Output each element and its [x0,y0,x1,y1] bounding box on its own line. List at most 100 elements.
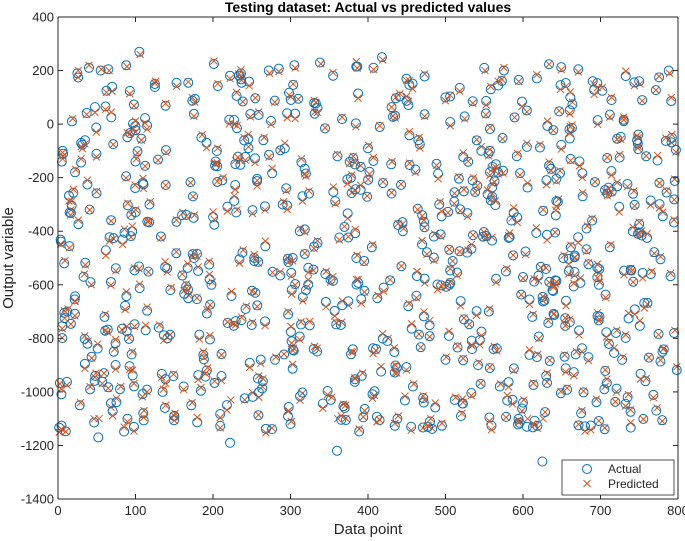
actual-point [84,204,95,215]
predicted-point [355,425,364,433]
actual-point [436,420,447,431]
predicted-point [387,188,396,197]
actual-point [431,158,442,169]
predicted-point [64,305,72,313]
predicted-point [261,237,270,246]
predicted-point [279,197,288,206]
predicted-point [595,278,604,286]
actual-point [654,72,665,83]
predicted-point [508,399,517,408]
actual-point [550,227,561,238]
predicted-point [267,120,275,129]
actual-point [483,148,494,159]
y-tick-label: -1400 [21,492,54,507]
actual-point [415,342,426,353]
predicted-point [169,370,178,379]
actual-point [215,420,226,431]
predicted-point [283,205,292,214]
predicted-point [391,361,400,370]
predicted-point [210,57,218,65]
predicted-point [442,353,451,361]
predicted-point [455,87,464,95]
actual-point [100,325,111,336]
actual-point [490,159,501,170]
predicted-point [322,267,331,276]
predicted-point [459,354,468,363]
predicted-point [551,228,560,237]
predicted-point [240,395,249,404]
predicted-point [231,156,240,165]
actual-point [124,361,135,372]
predicted-point [590,90,598,99]
actual-point [224,70,235,81]
predicted-point [131,205,140,214]
predicted-point [101,251,110,260]
actual-point [359,255,370,266]
predicted-point [613,135,621,144]
predicted-point [183,259,192,268]
actual-point [142,305,153,316]
predicted-point [486,363,494,371]
actual-point [171,248,182,259]
actual-point [534,142,545,153]
actual-point [658,344,669,355]
predicted-point [578,173,587,182]
actual-point [649,247,660,258]
actual-point [250,93,261,104]
actual-point [628,188,639,199]
y-tick-label: 0 [47,117,54,132]
actual-point [445,277,456,288]
predicted-point [463,212,472,221]
actual-point [335,319,346,330]
predicted-point [605,113,614,122]
actual-point [587,215,598,226]
actual-point [581,223,592,234]
chart-title: Testing dataset: Actual vs predicted val… [225,0,512,15]
actual-point [130,207,141,218]
actual-point [160,145,171,156]
predicted-point [485,417,494,425]
predicted-point [87,354,96,362]
predicted-point [671,326,679,335]
actual-point [59,313,70,324]
predicted-point [475,340,484,349]
predicted-point [184,78,193,86]
predicted-point [144,268,153,276]
predicted-point [284,307,293,316]
predicted-point [122,288,131,296]
actual-point [133,261,144,272]
actual-point [378,178,389,189]
predicted-point [363,192,371,200]
actual-point [65,208,76,219]
predicted-point [248,209,257,218]
predicted-point [352,275,361,284]
actual-point [454,246,465,257]
predicted-point [529,420,537,428]
actual-point [634,219,645,230]
predicted-point [408,84,417,93]
predicted-point [288,360,297,369]
actual-point [106,215,117,226]
predicted-point [407,320,416,328]
actual-point [657,415,668,426]
y-axis-ticks: -1400 -1200 -1000 -800 -600 -400 -200 0 200 400 [21,10,678,507]
predicted-point [560,351,569,359]
predicted-point [265,153,273,161]
predicted-point [139,413,148,422]
predicted-point [300,227,309,236]
predicted-point [561,321,570,330]
actual-point [283,87,294,98]
predicted-point [282,186,291,195]
predicted-point [405,127,414,136]
predicted-point [343,214,352,223]
predicted-point [635,231,644,239]
predicted-point [74,216,83,224]
predicted-point [623,182,632,191]
predicted-point [424,421,432,430]
actual-point [566,122,577,133]
actual-point [258,135,269,146]
predicted-point [242,302,251,311]
actual-point [521,141,532,152]
predicted-point [483,186,492,194]
predicted-point [82,110,91,119]
